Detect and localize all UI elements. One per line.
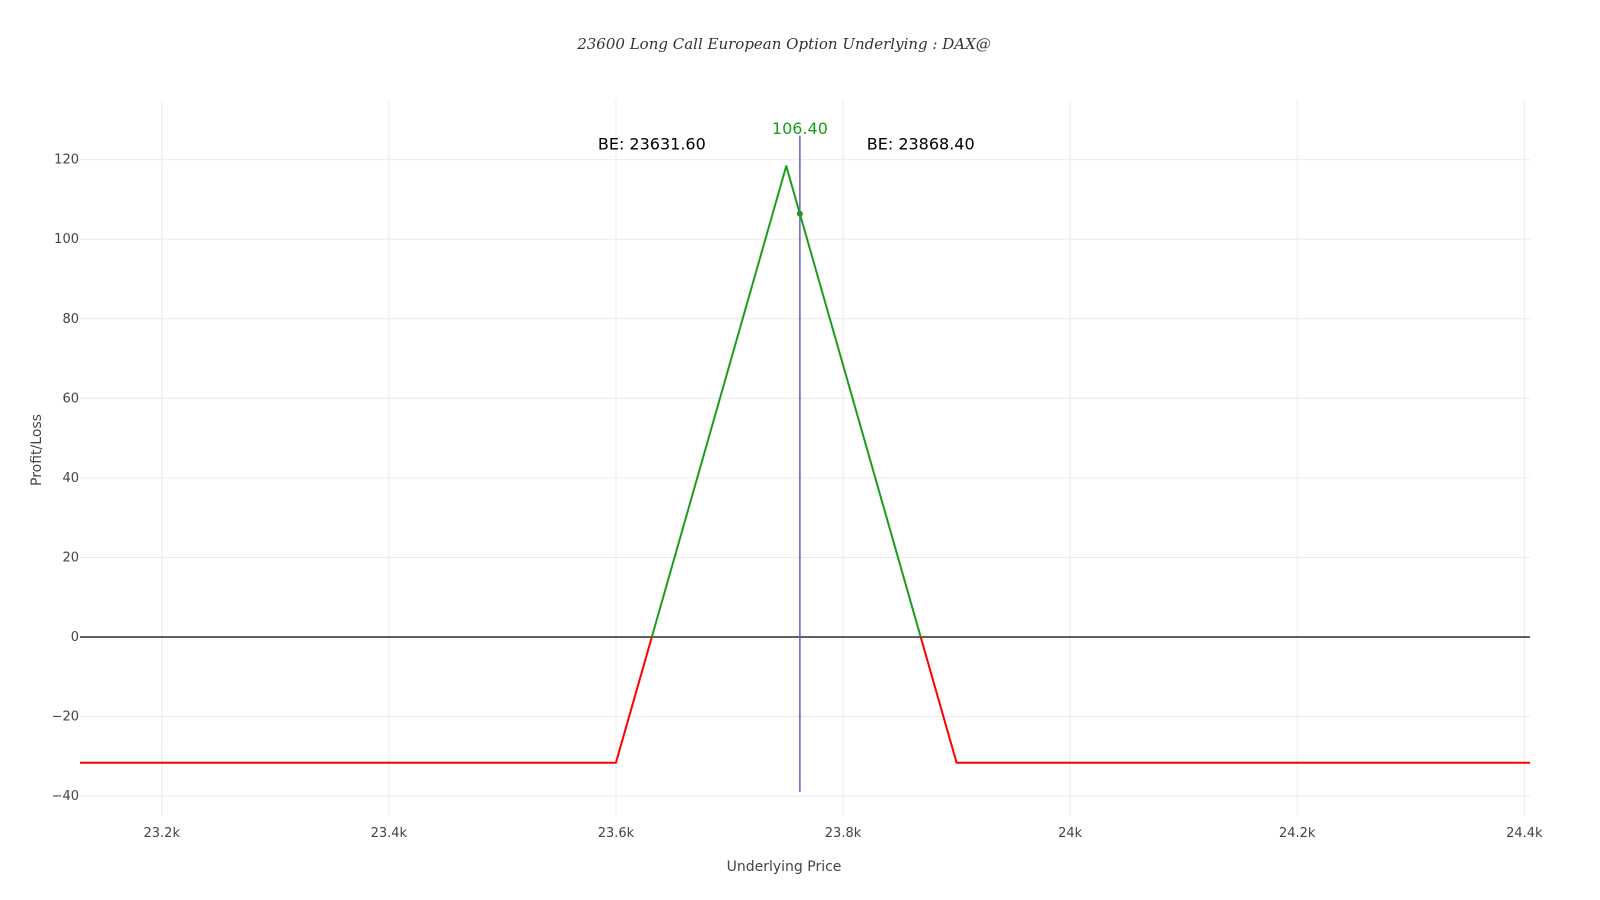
chart-title: 23600 Long Call European Option Underlyi… — [576, 35, 991, 53]
y-tick-label: −40 — [52, 789, 79, 804]
y-tick-label: 0 — [71, 630, 79, 645]
ticks: 23.2k 23.4k 23.6k 23.8k 24k 24.2k 24.4k −40 −20 0… — [52, 153, 1543, 841]
spot-marker — [796, 210, 803, 217]
spot-value-label: 106.40 — [772, 119, 828, 138]
x-tick-label: 23.6k — [598, 826, 635, 841]
y-tick-label: 40 — [62, 471, 79, 486]
grid — [80, 100, 1530, 816]
spot-layer — [796, 135, 803, 793]
y-tick-label: 120 — [54, 153, 79, 168]
payoff-series-0 — [80, 636, 653, 764]
x-tick-label: 23.4k — [371, 826, 408, 841]
x-tick-label: 24.2k — [1279, 826, 1316, 841]
payoff-series-2 — [919, 636, 1530, 764]
x-tick-label: 23.8k — [825, 826, 862, 841]
y-tick-label: 60 — [62, 391, 79, 406]
payoff-series-1 — [650, 165, 922, 638]
y-axis-title: Profit/Loss — [29, 414, 45, 486]
y-tick-label: 20 — [62, 550, 79, 565]
x-axis-title: Underlying Price — [727, 859, 842, 875]
series-layer — [80, 165, 1530, 764]
be-right-label: BE: 23868.40 — [867, 135, 975, 154]
x-tick-label: 24k — [1058, 826, 1083, 841]
y-tick-label: 100 — [54, 232, 79, 247]
x-tick-label: 23.2k — [144, 826, 181, 841]
y-tick-label: 80 — [62, 312, 79, 327]
annotations: BE: 23631.60 BE: 23868.40 106.40 — [598, 119, 975, 154]
y-tick-label: −20 — [52, 710, 79, 725]
x-tick-label: 24.4k — [1506, 826, 1543, 841]
be-left-label: BE: 23631.60 — [598, 135, 706, 154]
